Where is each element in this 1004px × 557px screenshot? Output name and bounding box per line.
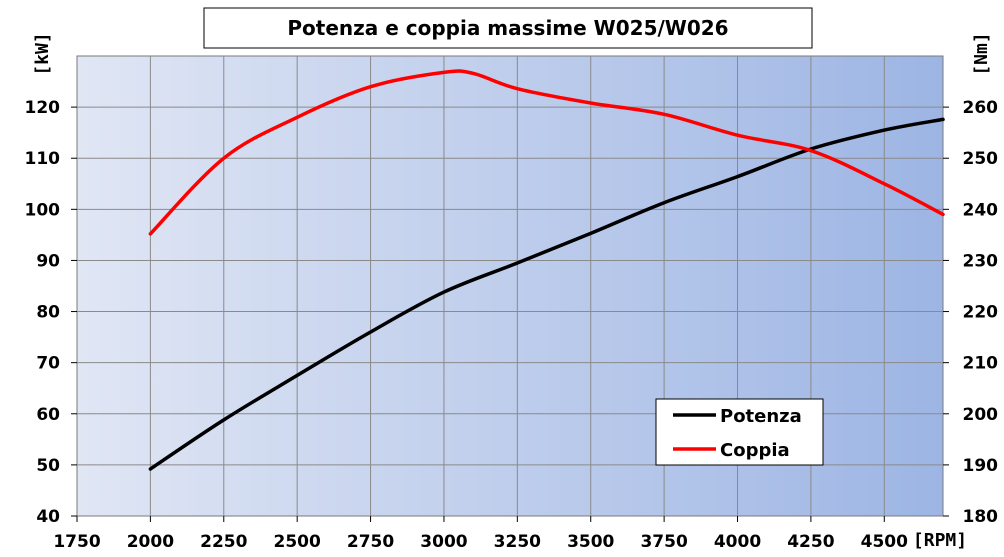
- y-right-tick-label: 180: [963, 507, 999, 527]
- x-tick-label: 3750: [640, 532, 687, 552]
- x-tick-label: 3500: [567, 532, 614, 552]
- y-left-tick-label: 100: [25, 200, 61, 220]
- chart-title: Potenza e coppia massime W025/W026: [287, 16, 728, 40]
- y-right-tick-label: 190: [963, 456, 999, 476]
- y-right-tick-label: 210: [963, 354, 999, 374]
- y-right-tick-label: 240: [963, 200, 999, 220]
- y-left-tick-label: 110: [25, 149, 61, 169]
- right-axis-label: [Nm]: [971, 32, 992, 75]
- legend-label-potenza: Potenza: [720, 406, 802, 427]
- x-tick-label: 3000: [420, 532, 467, 552]
- y-left-tick-label: 120: [25, 98, 61, 118]
- y-left-tick-label: 50: [36, 456, 60, 476]
- x-tick-label: 2750: [347, 532, 394, 552]
- x-tick-label: 4500: [861, 532, 908, 552]
- x-tick-label: 3250: [494, 532, 541, 552]
- legend-label-coppia: Coppia: [720, 440, 790, 461]
- x-axis-label: [RPM]: [913, 530, 967, 551]
- y-left-tick-label: 90: [36, 251, 60, 271]
- x-tick-label: 4000: [714, 532, 761, 552]
- title-box: [203, 7, 813, 49]
- tick-labels: 1750 2000 2250 2500 2750 3000 3250 3500 3750 4000…: [25, 98, 999, 552]
- y-right-tick-label: 230: [963, 251, 999, 271]
- legend: Potenza Coppia: [655, 398, 824, 466]
- grid: [77, 56, 943, 516]
- y-left-tick-label: 40: [36, 507, 60, 527]
- y-right-tick-label: 260: [963, 98, 999, 118]
- series-line-coppia: [148, 69, 945, 236]
- x-tick-label: 2250: [200, 532, 247, 552]
- left-axis-label: [kW]: [32, 32, 53, 75]
- y-right-tick-label: 200: [963, 405, 999, 425]
- legend-box: [655, 398, 824, 466]
- y-left-tick-label: 60: [36, 405, 60, 425]
- x-tick-label: 2000: [127, 532, 174, 552]
- y-left-tick-label: 70: [36, 354, 60, 374]
- y-right-tick-label: 220: [963, 303, 999, 323]
- x-tick-label: 2500: [274, 532, 321, 552]
- x-tick-label: 4250: [787, 532, 834, 552]
- y-right-tick-label: 250: [963, 149, 999, 169]
- series-lines: [148, 69, 945, 471]
- y-left-tick-label: 80: [36, 303, 60, 323]
- x-tick-label: 1750: [53, 532, 100, 552]
